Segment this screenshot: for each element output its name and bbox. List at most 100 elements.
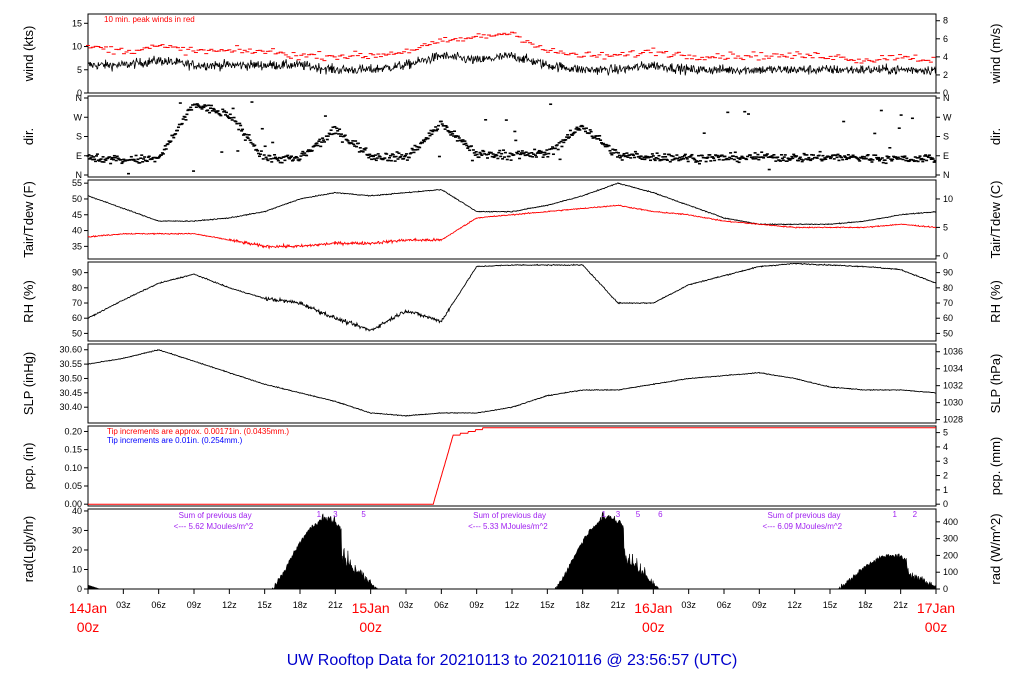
dir-right-tick-label: W <box>943 112 952 122</box>
temp-right-tick-label: 0 <box>943 251 948 261</box>
dir-right-tick-label: N <box>943 93 950 103</box>
peak-wind-note: 10 min. peak winds in red <box>104 15 195 24</box>
x-day-hour-label: 00z <box>359 619 382 635</box>
pcp-right-tick-label: 5 <box>943 428 948 438</box>
x-tick-label: 06z <box>434 600 449 610</box>
wind-ylabel-right: wind (m/s) <box>988 24 1003 85</box>
slp-left-tick-label: 30.55 <box>59 359 82 369</box>
rh-ylabel-right: RH (%) <box>988 280 1003 323</box>
temp-ylabel-left: Tair/Tdew (F) <box>21 181 36 258</box>
pcp-left-tick-label: 0.15 <box>64 445 82 455</box>
x-tick-label: 06z <box>151 600 166 610</box>
wind-speed-line <box>87 51 937 76</box>
rh-left-tick-label: 80 <box>72 283 82 293</box>
x-day-hour-label: 00z <box>925 619 948 635</box>
wind-right-tick-label: 4 <box>943 52 948 62</box>
rad-left-tick-label: 40 <box>72 506 82 516</box>
rh-right-tick-label: 60 <box>943 313 953 323</box>
rad-left-tick-label: 0 <box>77 584 82 594</box>
temp-left-tick-label: 40 <box>72 226 82 236</box>
daily-sum-label-3: Sum of previous day <box>768 511 841 520</box>
radiation-marker: 1 <box>602 510 607 519</box>
dir-right-tick-label: N <box>943 170 950 180</box>
rad-right-tick-label: 400 <box>943 517 958 527</box>
wind-left-tick-label: 0 <box>77 88 82 98</box>
x-axis: 03z 06z 09z 12z 15z 18z 21z 03z 06z 09z 12z 15z 18z 2… <box>69 589 955 635</box>
x-tick-label: 21z <box>328 600 343 610</box>
rh-frame <box>87 261 937 342</box>
rad-ylabel-left: rad(Lgly/hr) <box>21 516 36 582</box>
temp-left-tick-label: 35 <box>72 241 82 251</box>
dir-left-tick-label: W <box>74 112 83 122</box>
slp-left-tick-label: 30.40 <box>59 402 82 412</box>
wind-right-tick-label: 0 <box>943 88 948 98</box>
dir-ylabel-right: dir. <box>988 128 1003 145</box>
dewpoint-line <box>87 204 937 250</box>
slp-left-tick-label: 30.45 <box>59 388 82 398</box>
rh-ylabel-left: RH (%) <box>21 280 36 323</box>
rh-left-tick-label: 50 <box>72 328 82 338</box>
dir-left-tick-label: N <box>76 170 83 180</box>
x-day-label: 16Jan <box>634 600 672 616</box>
radiation-marker: 5 <box>636 510 641 519</box>
wind-right-tick-label: 6 <box>943 34 948 44</box>
sea-level-pressure-line <box>87 349 937 417</box>
wind-left-tick-label: 5 <box>77 65 82 75</box>
wind-ylabel-left: wind (kts) <box>21 26 36 83</box>
tip-increment-note-blue: Tip increments are 0.01in. (0.254mm.) <box>107 436 243 445</box>
slp-right-tick-label: 1030 <box>943 398 963 408</box>
rad-frame <box>87 508 937 590</box>
temp-left-tick-label: 55 <box>72 178 82 188</box>
rh-right-tick-label: 70 <box>943 298 953 308</box>
relative-humidity-line <box>87 262 937 332</box>
wind-right-tick-label: 8 <box>943 16 948 26</box>
rh-right-tick-label: 90 <box>943 268 953 278</box>
dir-right-tick-label: E <box>943 151 949 161</box>
rh-right-tick-label: 50 <box>943 328 953 338</box>
pcp-right-tick-label: 2 <box>943 471 948 481</box>
slp-left-tick-label: 30.60 <box>59 345 82 355</box>
pcp-left-tick-label: 0.10 <box>64 463 82 473</box>
x-tick-label: 21z <box>611 600 626 610</box>
radiation-marker: 1 <box>893 510 898 519</box>
rad-right-tick-label: 300 <box>943 534 958 544</box>
rad-right-tick-label: 100 <box>943 567 958 577</box>
radiation-marker: 3 <box>616 510 621 519</box>
temp-right-tick-label: 5 <box>943 222 948 232</box>
temp-right-tick-label: 10 <box>943 194 953 204</box>
panel-wind: wind (kts) wind (m/s) 0 5 10 15 0 2 4 6 8 10 min. p… <box>21 13 1003 98</box>
x-tick-label: 21z <box>893 600 908 610</box>
x-tick-label: 15z <box>540 600 555 610</box>
x-tick-label: 18z <box>293 600 308 610</box>
slp-left-tick-label: 30.50 <box>59 373 82 383</box>
x-tick-label: 18z <box>575 600 590 610</box>
panel-pcp: pcp. (in) pcp. (mm) 0.00 0.05 0.10 0.15 0.20 0 1… <box>21 425 1003 509</box>
precipitation-line <box>88 427 936 505</box>
slp-frame <box>87 343 937 424</box>
panel-slp: SLP (inHg) SLP (hPa) 30.40 30.45 30.50 30.55 3… <box>21 343 1003 425</box>
daily-sum-value-3: <--- 6.09 MJoules/m^2 <box>763 522 843 531</box>
dir-right-tick-label: S <box>943 132 949 142</box>
dir-ylabel-left: dir. <box>21 128 36 145</box>
slp-ylabel-right: SLP (hPa) <box>988 354 1003 414</box>
slp-right-tick-label: 1034 <box>943 364 963 374</box>
pcp-ylabel-left: pcp. (in) <box>21 443 36 490</box>
x-tick-label: 12z <box>505 600 520 610</box>
x-day-hour-label: 00z <box>77 619 100 635</box>
slp-right-tick-label: 1036 <box>943 347 963 357</box>
slp-right-tick-label: 1032 <box>943 381 963 391</box>
pcp-left-tick-label: 0.05 <box>64 481 82 491</box>
dir-left-tick-label: N <box>76 93 83 103</box>
x-tick-label: 15z <box>823 600 838 610</box>
radiation-marker: 5 <box>361 510 366 519</box>
x-tick-label: 15z <box>257 600 272 610</box>
radiation-marker: 1 <box>317 510 322 519</box>
rad-left-tick-label: 10 <box>72 564 82 574</box>
x-tick-label: 03z <box>681 600 696 610</box>
peak-wind-marks <box>86 31 936 64</box>
dir-left-tick-label: E <box>76 151 82 161</box>
temp-ylabel-right: Tair/Tdew (C) <box>988 180 1003 258</box>
rh-right-tick-label: 80 <box>943 283 953 293</box>
radiation-marker: 2 <box>913 510 918 519</box>
